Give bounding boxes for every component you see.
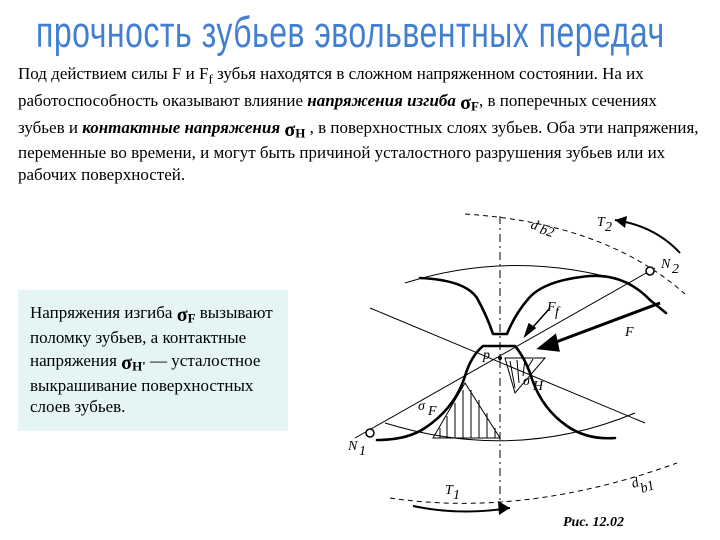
- label-f: F: [624, 325, 634, 340]
- label-db1-sub: b1: [639, 478, 657, 497]
- symbol-sigma-f: σ: [177, 304, 188, 326]
- symbol-sigma-h-sub: Н': [132, 358, 146, 373]
- figure-caption: Рис. 12.02: [563, 515, 624, 528]
- p-text: Под действием силы F и F: [18, 64, 208, 83]
- diagram-svg: T 2 d b2 N 2 F F f p σ Н σ F N 1 T 1 d b…: [315, 208, 705, 528]
- symbol-sigma-h: σ: [284, 119, 295, 141]
- term-contact-stress: контактные напряжения: [82, 118, 284, 137]
- c-text: Напряжения изгиба: [30, 303, 177, 322]
- label-sigmaf-sub: F: [427, 404, 437, 419]
- label-t1-sub: 1: [453, 488, 460, 503]
- label-db2-sub: b2: [538, 223, 556, 242]
- callout-box: Напряжения изгиба σF вызывают поломку зу…: [18, 290, 288, 431]
- label-sigmaf: σ: [418, 399, 426, 414]
- label-sigmah: σ: [523, 374, 531, 389]
- label-t2-sub: 2: [605, 220, 612, 235]
- symbol-sigma-f-sub: F: [471, 98, 479, 113]
- label-sigmah-sub: Н: [532, 379, 544, 394]
- symbol-sigma-f: σ: [460, 92, 471, 114]
- page-title: прочность зубьев эвольвентных передач: [36, 8, 702, 58]
- main-paragraph: Под действием силы F и Ff зубья находятс…: [18, 63, 702, 186]
- symbol-sigma-h-sub: Н: [295, 125, 305, 140]
- label-n2-sub: 2: [672, 262, 679, 277]
- symbol-sigma-h: σ: [121, 352, 132, 374]
- label-n1: N: [347, 439, 358, 454]
- term-bending-stress: напряжения изгиба: [307, 91, 460, 110]
- label-p: p: [482, 348, 490, 363]
- symbol-sigma-f-sub: F: [188, 310, 196, 325]
- label-n2: N: [660, 257, 671, 272]
- label-n1-sub: 1: [359, 444, 366, 459]
- label-ff-sub: f: [555, 305, 561, 320]
- gear-tooth-diagram: T 2 d b2 N 2 F F f p σ Н σ F N 1 T 1 d b…: [315, 208, 705, 528]
